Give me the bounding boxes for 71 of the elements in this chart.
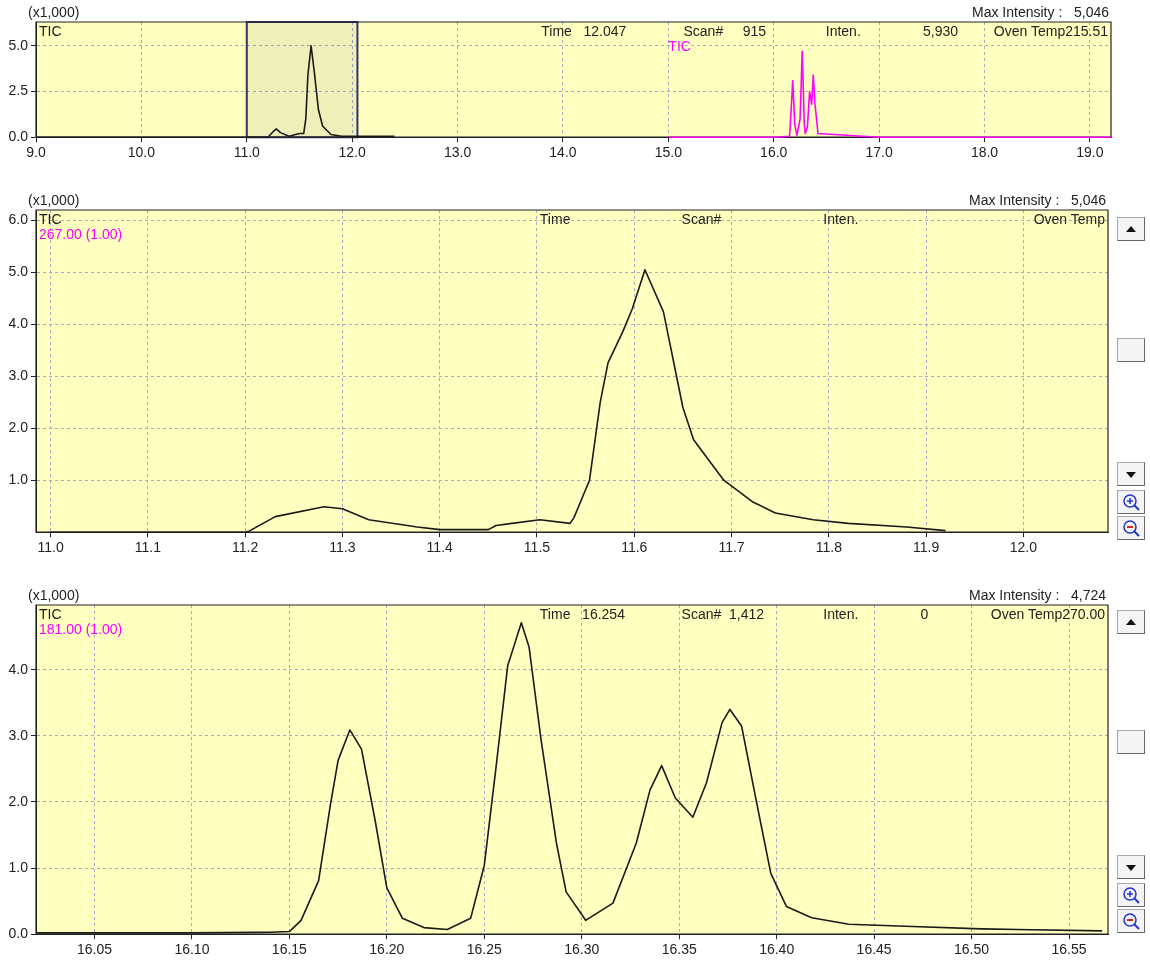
x-tick-label: 10.0 [127,144,156,161]
x-tick-label: 12.0 [1009,539,1038,556]
annotation: Oven Temp270.00 [990,605,1106,622]
annotation: Scan# [681,210,722,227]
x-tick-label: 16.0 [760,144,788,161]
y-tick-label: 3.0 [8,367,29,384]
annotation: Time 12.047 [541,22,627,39]
text: TIC [39,22,62,39]
x-tick-label: 11.6 [621,539,648,556]
annotation: Scan# 1,412 [681,605,765,622]
x-tick-label: 15.0 [654,144,683,161]
y-tick-label: 2.0 [8,419,29,436]
x-tick-label: 16.50 [954,941,990,958]
x-tick-label: 14.0 [549,144,577,161]
x-tick-label: 11.2 [232,539,259,556]
text: 267.00 (1.00) [39,225,123,242]
y-tick-label: 5.0 [8,36,29,53]
x-tick-label: 11.9 [912,539,940,556]
x-tick-label: 9.0 [26,144,46,161]
annotation: Scan# 915 [683,22,767,39]
text: Max Intensity : 5,046 [969,191,1107,208]
y-tick-label: 0.0 [8,128,29,145]
x-tick-label: 11.3 [329,539,356,556]
y-tick-label: 4.0 [8,315,29,332]
x-tick-label: 17.0 [865,144,893,161]
text: TIC [39,605,62,622]
x-tick-label: 16.20 [369,941,405,958]
y-tick-label: 0.0 [8,925,29,942]
x-tick-label: 16.30 [564,941,600,958]
x-tick-label: 16.15 [271,941,308,958]
y-tick-label: 2.0 [8,792,29,809]
annotation: Oven Temp215.51 [993,22,1109,39]
text: Max Intensity : 5,046 [972,3,1110,20]
y-axis-title: (x1,000) [28,191,80,208]
x-tick-label: 11.5 [523,539,551,556]
x-tick-label: 12.0 [338,144,367,161]
x-tick-label: 11.0 [233,144,261,161]
annotation: Inten. 0 [823,605,929,622]
x-tick-label: 16.05 [76,941,113,958]
y-axis-title: (x1,000) [28,586,80,603]
x-tick-label: 11.0 [37,539,64,556]
y-tick-label: 3.0 [8,726,29,743]
text: TIC [668,37,691,54]
x-tick-label: 18.0 [970,144,999,161]
x-tick-label: 11.4 [426,539,454,556]
x-tick-label: 19.0 [1076,144,1104,161]
x-tick-label: 16.35 [661,941,697,958]
annotation: Oven Temp [1033,210,1106,227]
x-tick-label: 16.25 [466,941,503,958]
x-tick-label: 16.40 [759,941,795,958]
annotation: Inten. 5,930 [825,22,959,39]
x-tick-label: 13.0 [443,144,472,161]
y-axis-title: (x1,000) [28,3,80,20]
y-tick-label: 6.0 [8,211,29,228]
y-tick-label: 1.0 [8,471,29,488]
x-tick-label: 11.7 [718,539,745,556]
x-tick-label: 11.1 [134,539,162,556]
x-tick-label: 16.45 [856,941,892,958]
y-tick-label: 2.5 [8,82,29,99]
y-tick-label: 1.0 [8,858,29,875]
x-tick-label: 11.8 [815,539,843,556]
annotation: Time [539,210,571,227]
annotation: Inten. [823,210,859,227]
annotation: Time 16.254 [539,605,626,622]
text: 181.00 (1.00) [39,620,123,637]
x-tick-label: 16.55 [1051,941,1087,958]
text: TIC [39,210,62,227]
y-tick-label: 5.0 [8,263,29,280]
text: Max Intensity : 4,724 [969,586,1107,603]
x-tick-label: 16.10 [174,941,210,958]
y-tick-label: 4.0 [8,660,29,677]
